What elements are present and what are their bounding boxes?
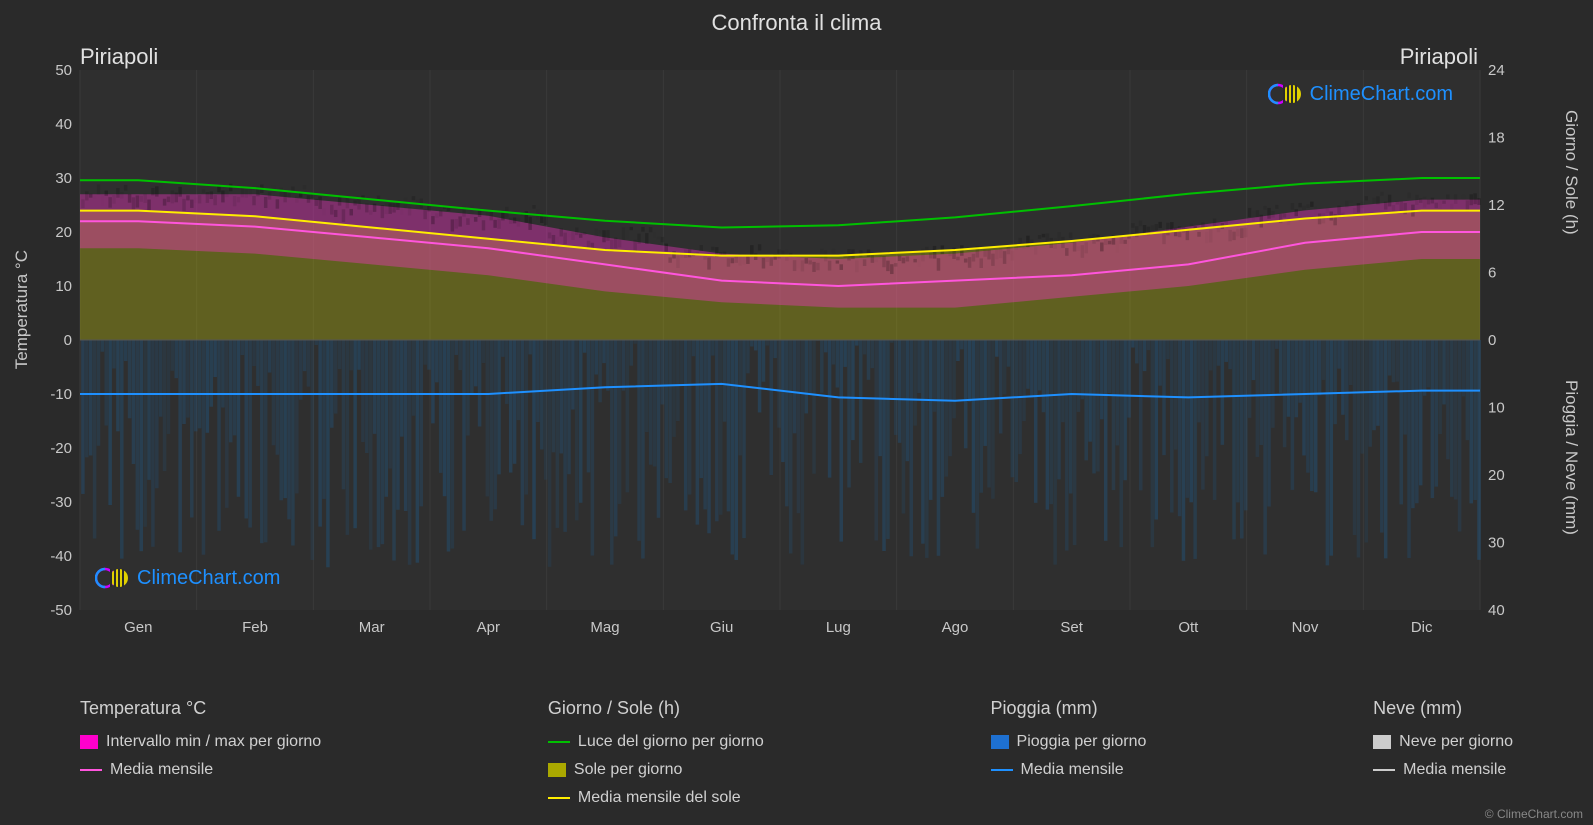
svg-text:Giu: Giu: [710, 619, 733, 636]
svg-text:0: 0: [1488, 332, 1496, 349]
svg-text:24: 24: [1488, 62, 1505, 79]
svg-text:18: 18: [1488, 130, 1505, 147]
legend-item-label: Luce del giorno per giorno: [578, 733, 764, 751]
legend-line-icon: [548, 741, 570, 743]
legend-line-icon: [548, 797, 570, 799]
legend-item-label: Media mensile: [1021, 761, 1124, 779]
svg-text:0: 0: [64, 332, 72, 349]
svg-text:Gen: Gen: [124, 619, 152, 636]
svg-text:12: 12: [1488, 197, 1505, 214]
legend-swatch-icon: [548, 763, 566, 777]
svg-text:20: 20: [1488, 467, 1505, 484]
legend-item: Intervallo min / max per giorno: [80, 733, 321, 751]
svg-text:Ago: Ago: [942, 619, 969, 636]
svg-text:Mar: Mar: [359, 619, 385, 636]
legend: Temperatura °C Intervallo min / max per g…: [80, 698, 1513, 807]
legend-item: Neve per giorno: [1373, 733, 1513, 751]
legend-item-label: Intervallo min / max per giorno: [106, 733, 321, 751]
legend-swatch-icon: [80, 735, 98, 749]
legend-item: Media mensile: [1373, 761, 1513, 779]
svg-text:Dic: Dic: [1411, 619, 1433, 636]
legend-line-icon: [1373, 769, 1395, 771]
legend-group-title: Giorno / Sole (h): [548, 698, 764, 719]
legend-group-title: Pioggia (mm): [991, 698, 1147, 719]
climechart-icon: [1268, 82, 1304, 106]
logo-text-bottom: ClimeChart.com: [137, 567, 280, 590]
legend-item-label: Media mensile: [1403, 761, 1506, 779]
legend-item: Sole per giorno: [548, 761, 764, 779]
svg-text:6: 6: [1488, 265, 1496, 282]
legend-line-icon: [80, 769, 102, 771]
svg-text:40: 40: [1488, 602, 1505, 619]
legend-item: Pioggia per giorno: [991, 733, 1147, 751]
legend-group: Neve (mm) Neve per giorno Media mensile: [1373, 698, 1513, 807]
legend-group: Giorno / Sole (h) Luce del giorno per gio…: [548, 698, 764, 807]
logo-bottom: ClimeChart.com: [95, 566, 280, 590]
legend-item-label: Pioggia per giorno: [1017, 733, 1147, 751]
legend-swatch-icon: [1373, 735, 1391, 749]
svg-text:-50: -50: [50, 602, 72, 619]
svg-text:-10: -10: [50, 386, 72, 403]
svg-text:-20: -20: [50, 440, 72, 457]
svg-text:50: 50: [55, 62, 72, 79]
svg-text:Ott: Ott: [1178, 619, 1199, 636]
svg-text:Lug: Lug: [826, 619, 851, 636]
svg-text:-30: -30: [50, 494, 72, 511]
svg-text:10: 10: [55, 278, 72, 295]
logo-top: ClimeChart.com: [1268, 82, 1453, 106]
legend-group: Temperatura °C Intervallo min / max per g…: [80, 698, 321, 807]
svg-text:Mag: Mag: [590, 619, 619, 636]
svg-text:-40: -40: [50, 548, 72, 565]
svg-text:Nov: Nov: [1292, 619, 1319, 636]
legend-item: Media mensile: [80, 761, 321, 779]
legend-item: Luce del giorno per giorno: [548, 733, 764, 751]
climechart-icon: [95, 566, 131, 590]
legend-item-label: Media mensile del sole: [578, 789, 741, 807]
svg-text:30: 30: [1488, 535, 1505, 552]
svg-text:Set: Set: [1060, 619, 1083, 636]
climate-chart-container: Confronta il clima Piriapoli Piriapoli T…: [0, 0, 1593, 825]
legend-group: Pioggia (mm) Pioggia per giorno Media mens…: [991, 698, 1147, 807]
legend-line-icon: [991, 769, 1013, 771]
svg-text:20: 20: [55, 224, 72, 241]
svg-text:30: 30: [55, 170, 72, 187]
legend-item-label: Media mensile: [110, 761, 213, 779]
legend-group-title: Neve (mm): [1373, 698, 1513, 719]
legend-item-label: Sole per giorno: [574, 761, 683, 779]
logo-text-top: ClimeChart.com: [1310, 83, 1453, 106]
legend-item: Media mensile: [991, 761, 1147, 779]
svg-text:10: 10: [1488, 400, 1505, 417]
svg-text:Apr: Apr: [477, 619, 500, 636]
svg-text:Feb: Feb: [242, 619, 268, 636]
copyright: © ClimeChart.com: [1485, 807, 1583, 821]
legend-item: Media mensile del sole: [548, 789, 764, 807]
svg-text:40: 40: [55, 116, 72, 133]
legend-swatch-icon: [991, 735, 1009, 749]
legend-item-label: Neve per giorno: [1399, 733, 1513, 751]
legend-group-title: Temperatura °C: [80, 698, 321, 719]
